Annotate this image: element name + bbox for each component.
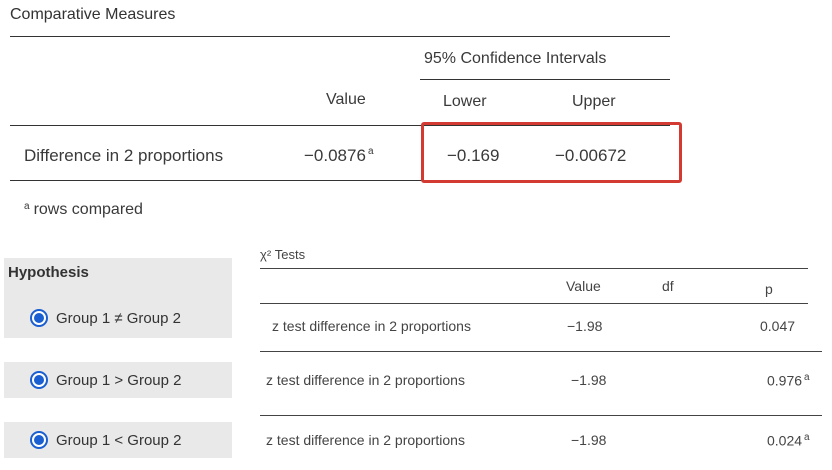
radio-option-not-equal[interactable]: Group 1 ≠ Group 2	[4, 300, 232, 336]
chi-row-value: −1.98	[571, 372, 607, 388]
row-value: −0.0876 a	[304, 146, 374, 165]
chi-tests-title: χ² Tests	[260, 247, 306, 262]
radio-label: Group 1 > Group 2	[56, 371, 182, 389]
row-label-difference: Difference in 2 proportions	[24, 146, 224, 165]
radio-option-less[interactable]: Group 1 < Group 2	[4, 422, 232, 458]
chi-table-top-rule	[260, 268, 808, 269]
chi-row-p: 0.976 a	[767, 372, 810, 389]
radio-label: Group 1 ≠ Group 2	[56, 309, 181, 327]
chi-row-value: −1.98	[567, 318, 603, 334]
radio-selected-icon[interactable]	[30, 371, 48, 389]
chi-row-rule	[260, 351, 822, 352]
chi-col-p: p	[765, 281, 773, 297]
radio-selected-icon[interactable]	[30, 431, 48, 449]
chi-row-label: z test difference in 2 proportions	[266, 372, 465, 388]
comparative-measures-title: Comparative Measures	[10, 6, 176, 23]
col-header-upper: Upper	[572, 93, 616, 110]
chi-row-value: −1.98	[571, 432, 607, 448]
radio-label: Group 1 < Group 2	[56, 431, 182, 449]
row-upper: −0.00672	[555, 146, 627, 165]
chi-col-df: df	[662, 278, 674, 294]
chi-header-rule	[260, 303, 808, 304]
hypothesis-title: Hypothesis	[8, 264, 89, 281]
radio-selected-icon[interactable]	[30, 309, 48, 327]
chi-row-label: z test difference in 2 proportions	[266, 432, 465, 448]
radio-option-greater[interactable]: Group 1 > Group 2	[4, 362, 232, 398]
header-rule	[10, 125, 670, 126]
footnote: a rows compared	[24, 201, 143, 218]
col-header-lower: Lower	[443, 93, 487, 110]
chi-row-label: z test difference in 2 proportions	[272, 318, 471, 334]
ci-header: 95% Confidence Intervals	[424, 50, 607, 67]
ci-header-rule	[420, 79, 670, 80]
confidence-interval-highlight-box	[421, 122, 682, 183]
footnote-marker: a	[367, 146, 374, 158]
chi-col-value: Value	[566, 278, 601, 294]
row-lower: −0.169	[447, 146, 500, 165]
chi-row-p: 0.047	[760, 318, 796, 334]
chi-row-rule	[260, 415, 822, 416]
chi-row-p: 0.024 a	[767, 432, 810, 449]
table-top-rule	[10, 36, 670, 37]
table-bottom-rule	[10, 180, 670, 181]
col-header-value: Value	[326, 91, 366, 108]
